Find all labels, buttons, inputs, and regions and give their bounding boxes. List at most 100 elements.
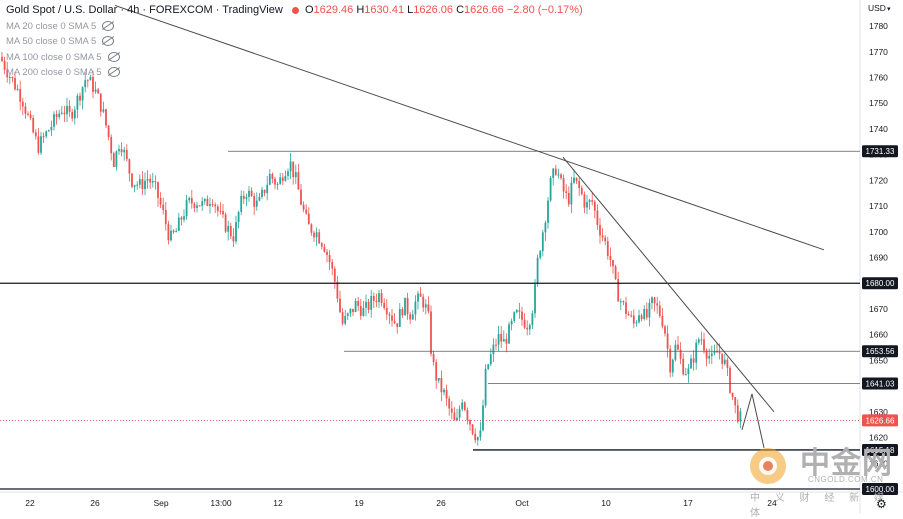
hidden-eye-icon[interactable] [102,20,115,31]
candle-down [6,69,9,78]
candle-up [50,126,53,131]
candle-down [450,408,453,413]
candle-up [510,321,513,325]
price-tag-label: 1680.00 [866,279,895,288]
candle-down [393,320,396,324]
candle-down [219,210,222,212]
candle-up [94,89,97,92]
candle-down [627,313,630,316]
candle-down [274,178,276,185]
y-tick-label: 1700 [869,227,888,237]
symbol-name[interactable]: Gold Spot / U.S. Dollar [6,4,118,16]
candle-down [242,195,245,199]
candle-down [29,114,32,119]
candle-down [162,204,165,210]
candle-down [107,125,110,138]
candle-down [617,279,620,302]
candle-up [643,309,646,320]
indicator-ma50[interactable]: MA 50 close 0 SMA 5 [6,34,583,50]
candle-up [175,230,178,233]
candle-down [339,298,341,313]
candle-up [461,402,464,410]
candle-up [437,377,440,381]
price-tag: 1731.33 [862,145,898,158]
candle-up [539,251,542,258]
candle-up [151,181,154,183]
price-tag-bg [862,377,898,390]
candle-down [554,168,557,175]
candle-up [684,374,687,376]
candle-down [726,359,729,368]
candle-up [648,302,651,318]
candle-up [66,105,68,115]
candle-down [320,243,323,247]
indicator-ma100[interactable]: MA 100 close 0 SMA 5 [6,50,583,66]
candle-up [60,112,63,114]
interval-label[interactable]: 4h [127,4,140,16]
candle-down [518,310,521,312]
candle-up [84,80,87,88]
price-tag-label: 1641.03 [866,379,895,388]
candle-down [328,255,331,263]
candle-up [47,130,50,132]
candle-down [159,197,162,205]
candle-up [138,179,141,185]
candle-up [552,168,555,178]
candle-down [383,302,386,308]
price-tag-bg [862,414,898,427]
candle-up [515,310,518,313]
currency-selector[interactable]: USD▾ [868,3,891,13]
candle-down [380,293,383,303]
candle-down [99,93,102,112]
candle-down [440,377,443,393]
candle-down [562,178,565,192]
candle-down [190,198,193,204]
candle-down [232,236,235,242]
candle-down [125,149,128,160]
candle-down [97,89,100,94]
open-label: O [304,4,314,16]
candle-down [21,101,24,107]
candle-down [154,181,157,183]
candle-down [222,211,224,215]
candle-up [349,308,352,314]
indicator-ma200[interactable]: MA 200 close 0 SMA 5 [6,65,583,81]
x-tick-label: 19 [354,498,364,508]
candle-up [276,183,279,185]
candle-down [677,344,679,350]
y-tick-label: 1620 [869,433,888,443]
candle-down [3,60,6,70]
candle-up [619,301,622,303]
candle-down [703,339,705,351]
candle-up [671,359,674,373]
candle-down [307,213,310,225]
hidden-eye-icon[interactable] [102,36,115,47]
price-tag: 1626.66 [862,414,898,427]
gear-icon[interactable]: ⚙ [876,497,887,511]
candle-down [679,349,682,359]
candle-down [419,293,422,297]
candle-up [489,354,492,365]
candle-down [367,301,370,310]
candle-up [227,226,230,232]
low-value: 1626.06 [413,4,454,16]
candle-up [687,368,690,375]
candle-down [614,266,617,280]
x-tick-label: 24 [767,498,777,508]
candle-up [443,389,445,393]
x-tick-label: Sep [153,498,168,508]
candle-down [313,232,315,238]
candle-down [310,224,313,233]
candle-down [359,305,362,316]
indicator-ma20[interactable]: MA 20 close 0 SMA 5 [6,19,583,35]
candle-down [131,173,133,187]
candle-down [661,315,664,327]
candle-down [729,367,731,393]
hidden-eye-icon[interactable] [107,51,120,62]
hidden-eye-icon[interactable] [107,67,120,78]
candle-down [305,209,308,214]
candle-down [71,111,74,119]
candle-down [24,106,27,114]
candle-up [294,172,297,178]
